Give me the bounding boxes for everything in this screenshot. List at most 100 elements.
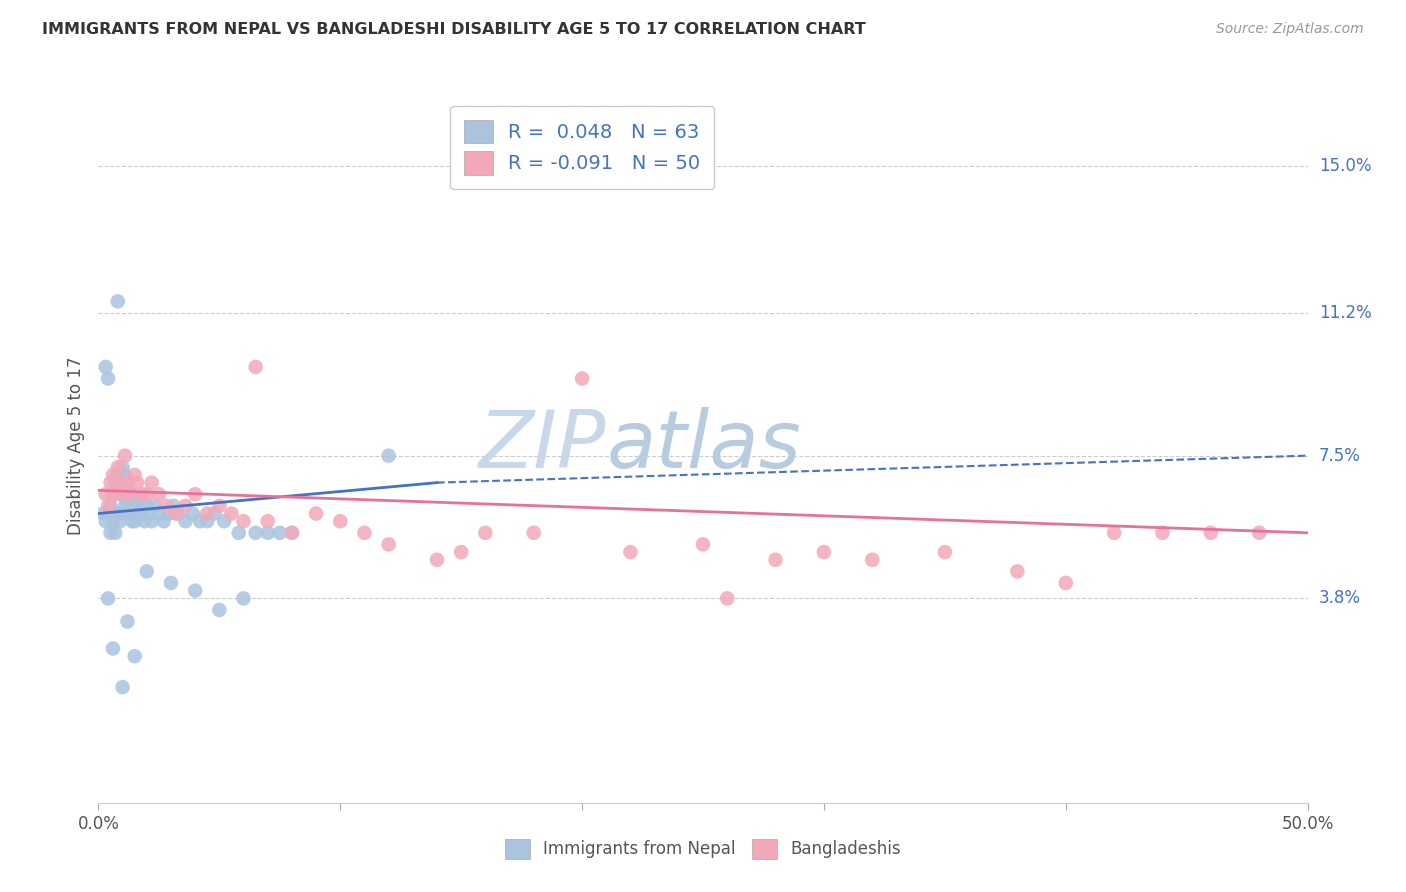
Point <box>162 499 184 513</box>
Point <box>426 553 449 567</box>
Point <box>117 495 139 509</box>
Point <box>184 583 207 598</box>
Point <box>148 487 170 501</box>
Point <box>117 475 139 490</box>
Point <box>107 467 129 482</box>
Point <box>256 525 278 540</box>
Point <box>204 507 226 521</box>
Point <box>94 359 117 374</box>
Point <box>111 507 134 521</box>
Point <box>114 499 136 513</box>
Point <box>97 371 120 385</box>
Point <box>152 514 174 528</box>
Point <box>141 514 163 528</box>
Text: 7.5%: 7.5% <box>1319 447 1361 465</box>
Point <box>571 371 593 385</box>
Point <box>138 507 160 521</box>
Text: ZIP: ZIP <box>479 407 606 485</box>
Point <box>111 460 134 475</box>
Point <box>135 565 157 579</box>
Point <box>107 294 129 309</box>
Point <box>208 499 231 513</box>
Point <box>167 507 190 521</box>
Point <box>1249 525 1271 540</box>
Point <box>184 487 207 501</box>
Point <box>860 553 883 567</box>
Legend: Immigrants from Nepal, Bangladeshis: Immigrants from Nepal, Bangladeshis <box>498 832 908 866</box>
Point <box>1199 525 1222 540</box>
Point <box>160 576 183 591</box>
Point <box>124 514 146 528</box>
Point <box>117 615 139 629</box>
Point <box>100 499 122 513</box>
Point <box>245 525 267 540</box>
Point <box>114 467 136 482</box>
Text: 11.2%: 11.2% <box>1319 304 1371 322</box>
Point <box>256 514 278 528</box>
Point <box>107 460 129 475</box>
Point <box>111 680 134 694</box>
Point <box>135 487 157 501</box>
Point <box>108 514 131 528</box>
Point <box>101 514 124 528</box>
Point <box>118 507 141 521</box>
Point <box>212 514 235 528</box>
Point <box>101 487 124 501</box>
Point <box>114 449 136 463</box>
Point <box>188 514 211 528</box>
Point <box>118 487 141 501</box>
Point <box>377 537 399 551</box>
Point <box>124 495 146 509</box>
Point <box>117 475 139 490</box>
Text: Source: ZipAtlas.com: Source: ZipAtlas.com <box>1216 22 1364 37</box>
Point <box>104 525 127 540</box>
Point <box>121 487 143 501</box>
Point <box>124 649 146 664</box>
Point <box>121 514 143 528</box>
Point <box>108 487 131 501</box>
Point <box>97 591 120 606</box>
Point <box>1054 576 1077 591</box>
Text: 3.8%: 3.8% <box>1319 590 1361 607</box>
Point <box>1102 525 1125 540</box>
Point <box>269 525 291 540</box>
Point <box>228 525 250 540</box>
Point <box>148 507 170 521</box>
Point <box>118 487 141 501</box>
Point <box>195 507 218 521</box>
Point <box>131 487 153 501</box>
Point <box>305 507 328 521</box>
Point <box>101 467 124 482</box>
Point <box>716 591 738 606</box>
Point <box>100 525 122 540</box>
Point <box>134 514 156 528</box>
Point <box>108 475 131 490</box>
Point <box>97 499 120 513</box>
Point <box>127 507 149 521</box>
Point <box>523 525 546 540</box>
Point <box>813 545 835 559</box>
Point <box>104 487 127 501</box>
Text: atlas: atlas <box>606 407 801 485</box>
Point <box>765 553 787 567</box>
Point <box>450 545 472 559</box>
Point <box>329 514 352 528</box>
Point <box>195 514 218 528</box>
Point <box>165 507 187 521</box>
Point <box>91 507 114 521</box>
Point <box>104 475 127 490</box>
Text: 15.0%: 15.0% <box>1319 157 1371 176</box>
Point <box>100 475 122 490</box>
Point <box>124 467 146 482</box>
Point <box>135 499 157 513</box>
Point <box>245 359 267 374</box>
Point <box>155 499 177 513</box>
Point <box>131 507 153 521</box>
Point <box>208 603 231 617</box>
Point <box>107 507 129 521</box>
Point <box>619 545 641 559</box>
Point <box>94 514 117 528</box>
Point <box>934 545 956 559</box>
Point <box>232 591 254 606</box>
Point <box>1152 525 1174 540</box>
